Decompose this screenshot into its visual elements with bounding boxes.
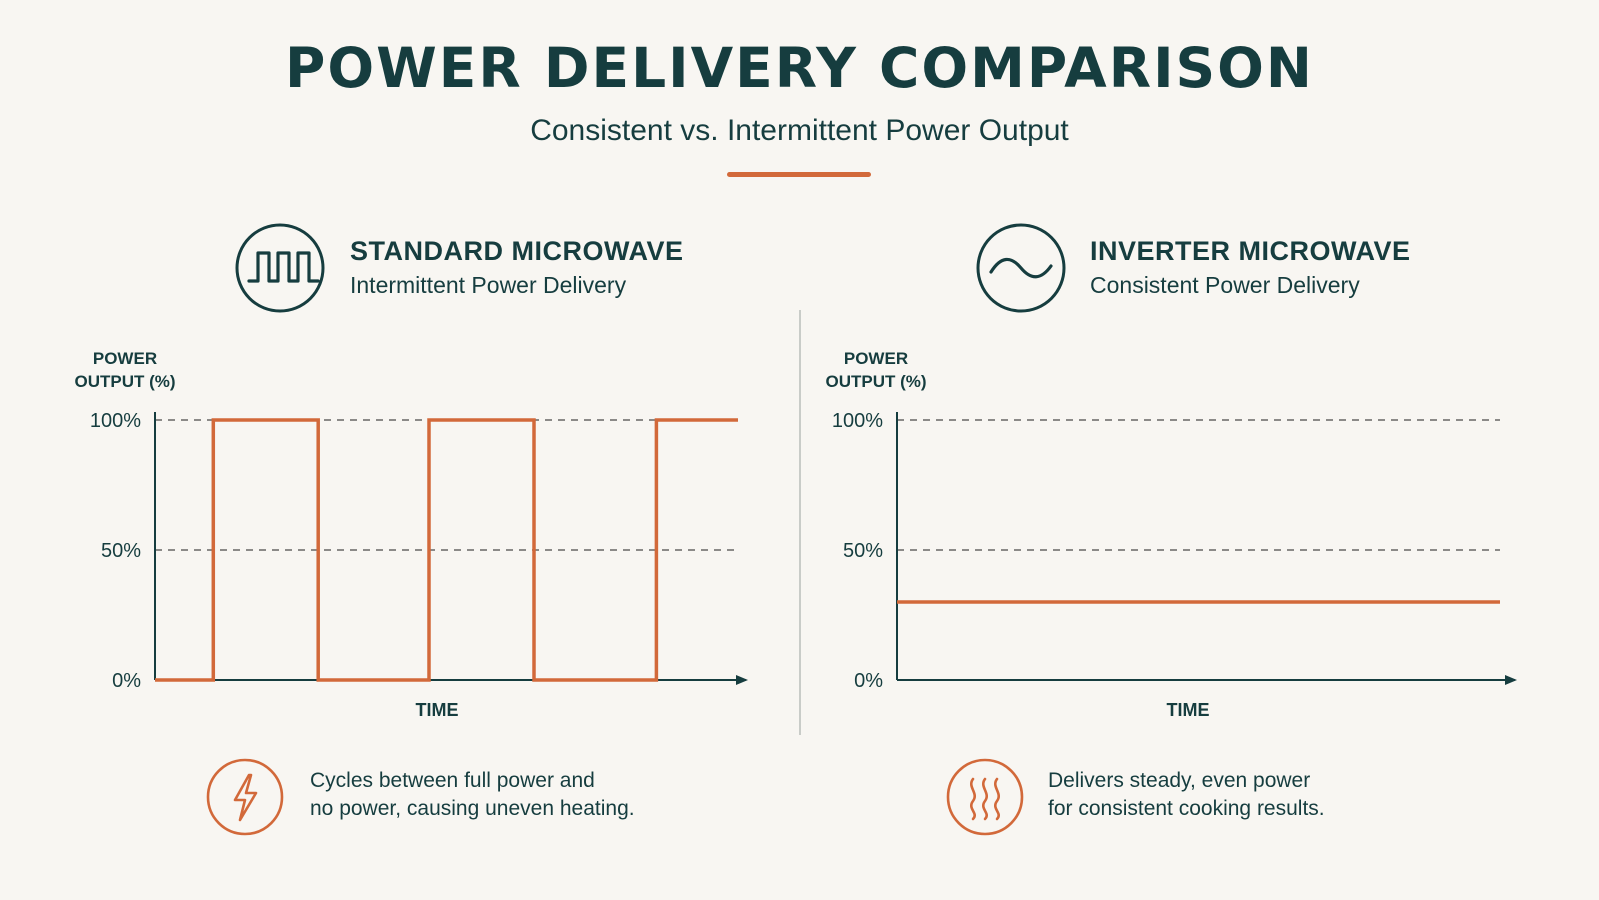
inverter-note-line-2: for consistent cooking results. bbox=[1048, 797, 1325, 820]
lightning-bolt-icon bbox=[206, 758, 284, 836]
heat-waves-icon bbox=[946, 758, 1024, 836]
inverter-x-axis-label: TIME bbox=[1167, 700, 1210, 720]
inverter-y-tick-50: 50% bbox=[843, 540, 883, 562]
inverter-y-tick-0: 0% bbox=[854, 670, 883, 692]
standard-y-tick-100: 100% bbox=[90, 410, 141, 432]
inverter-y-axis-label-line-1: POWER bbox=[844, 349, 908, 368]
page-subtitle: Consistent vs. Intermittent Power Output bbox=[530, 114, 1069, 147]
standard-y-tick-50: 50% bbox=[101, 540, 141, 562]
inverter-microwave-title: INVERTER MICROWAVE bbox=[1090, 236, 1411, 266]
standard-power-series-line bbox=[155, 418, 738, 682]
standard-microwave-title: STANDARD MICROWAVE bbox=[350, 236, 684, 266]
panel-divider bbox=[799, 310, 801, 735]
standard-note-line-2: no power, causing uneven heating. bbox=[310, 797, 635, 820]
standard-microwave-subtitle: Intermittent Power Delivery bbox=[350, 272, 627, 298]
title-accent-bar bbox=[727, 172, 871, 177]
standard-note: Cycles between full power and no power, … bbox=[310, 767, 635, 823]
inverter-note: Delivers steady, even power for consiste… bbox=[1048, 767, 1325, 823]
page-title: POWER DELIVERY COMPARISON bbox=[285, 36, 1314, 100]
standard-y-tick-0: 0% bbox=[112, 670, 141, 692]
standard-x-axis-label: TIME bbox=[416, 700, 459, 720]
standard-y-axis-label-line-2: OUTPUT (%) bbox=[74, 372, 175, 391]
inverter-y-axis-label-line-2: OUTPUT (%) bbox=[825, 372, 926, 391]
square-wave-icon bbox=[235, 223, 325, 313]
standard-note-line-1: Cycles between full power and bbox=[310, 769, 595, 792]
inverter-microwave-subtitle: Consistent Power Delivery bbox=[1090, 272, 1360, 298]
sine-wave-icon bbox=[976, 223, 1066, 313]
standard-y-axis-label-line-1: POWER bbox=[93, 349, 157, 368]
inverter-note-line-1: Delivers steady, even power bbox=[1048, 769, 1311, 792]
inverter-y-tick-100: 100% bbox=[832, 410, 883, 432]
